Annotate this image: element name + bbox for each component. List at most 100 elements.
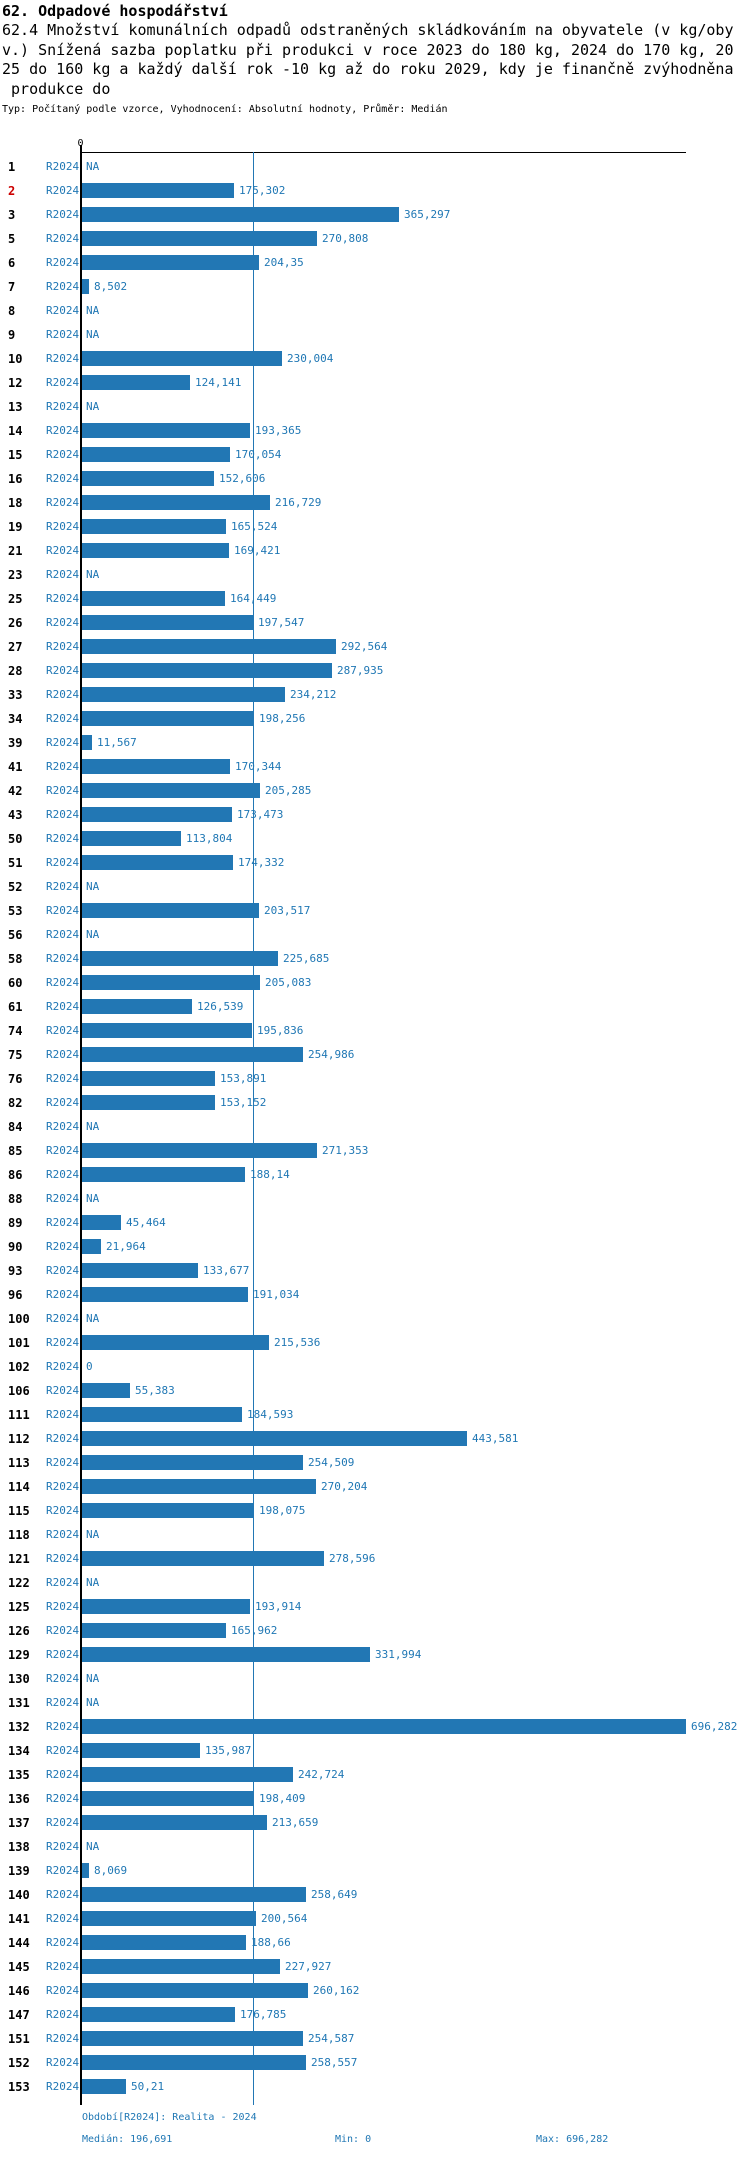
row-number: 134: [8, 1744, 30, 1758]
chart-row: 26 R2024 197,547: [0, 611, 750, 635]
bar-value-label: 174,332: [238, 856, 285, 869]
bar: [82, 1335, 269, 1350]
row-series-label: R2024: [46, 184, 80, 197]
chart-row: 118 R2024 NA: [0, 1523, 750, 1547]
row-number: 10: [8, 352, 23, 366]
bar: [82, 1791, 254, 1806]
bar-value-label: 133,677: [203, 1264, 250, 1277]
row-series-label: R2024: [46, 1288, 80, 1301]
row-number: 118: [8, 1528, 30, 1542]
row-number: 60: [8, 976, 23, 990]
row-series-label: R2024: [46, 1552, 80, 1565]
chart-row: 12 R2024 124,141: [0, 371, 750, 395]
row-number: 33: [8, 688, 23, 702]
bar: [82, 1071, 215, 1086]
row-number: 39: [8, 736, 23, 750]
bar-value-label: 188,14: [250, 1168, 290, 1181]
row-series-label: R2024: [46, 1024, 80, 1037]
row-number: 100: [8, 1312, 30, 1326]
row-number: 140: [8, 1888, 30, 1902]
row-number: 114: [8, 1480, 30, 1494]
chart-row: 10 R2024 230,004: [0, 347, 750, 371]
row-series-label: R2024: [46, 568, 80, 581]
chart-row: 114 R2024 270,204: [0, 1475, 750, 1499]
row-number: 152: [8, 2056, 30, 2070]
bar-value-label: 153,891: [220, 1072, 267, 1085]
bar-value-label: 200,564: [261, 1912, 308, 1925]
bar-value-label: 124,141: [195, 376, 242, 389]
row-series-label: R2024: [46, 1192, 80, 1205]
bar-value-label: 165,962: [231, 1624, 278, 1637]
bar: [82, 2031, 303, 2046]
chart-row: 102 R2024 0: [0, 1355, 750, 1379]
chart-row: 93 R2024 133,677: [0, 1259, 750, 1283]
bar: [82, 1383, 130, 1398]
bar: [82, 2079, 126, 2094]
row-series-label: R2024: [46, 1120, 80, 1133]
bar-value-label: 193,365: [255, 424, 302, 437]
chart-row: 136 R2024 198,409: [0, 1787, 750, 1811]
bar-chart: 0 1 R2024 NA 2 R2024 175,302 3 R2024 365,297 5 R20…: [0, 138, 750, 2109]
bar: [82, 1935, 246, 1950]
bar-value-label: 193,914: [255, 1600, 302, 1613]
chart-row: 85 R2024 271,353: [0, 1139, 750, 1163]
row-number: 122: [8, 1576, 30, 1590]
bar-value-label: 234,212: [290, 688, 337, 701]
chart-row: 101 R2024 215,536: [0, 1331, 750, 1355]
row-series-label: R2024: [46, 880, 80, 893]
chart-row: 96 R2024 191,034: [0, 1283, 750, 1307]
bar-value-label: 258,557: [311, 2056, 358, 2069]
chart-row: 1 R2024 NA: [0, 155, 750, 179]
bar-value-label: NA: [86, 1120, 100, 1133]
bar-value-label: 175,302: [239, 184, 286, 197]
bar-value-label: 191,034: [253, 1288, 300, 1301]
median-stat: Medián: 196,691: [82, 2134, 173, 2145]
bar-value-label: 204,35: [264, 256, 304, 269]
chart-row: 15 R2024 170,054: [0, 443, 750, 467]
bar-value-label: NA: [86, 928, 100, 941]
bar-value-label: NA: [86, 1840, 100, 1853]
bar: [82, 711, 254, 726]
bar: [82, 1503, 254, 1518]
bar-value-label: 135,987: [205, 1744, 252, 1757]
row-series-label: R2024: [46, 592, 80, 605]
description-line: 25 do 160 kg a každý další rok -10 kg až…: [2, 60, 734, 78]
bar: [82, 1599, 250, 1614]
bar-value-label: 213,659: [272, 1816, 319, 1829]
bar-value-label: 126,539: [197, 1000, 244, 1013]
bar: [82, 2007, 235, 2022]
row-number: 6: [8, 256, 16, 270]
row-number: 85: [8, 1144, 23, 1158]
row-number: 135: [8, 1768, 30, 1782]
row-number: 2: [8, 184, 16, 198]
row-series-label: R2024: [46, 160, 80, 173]
bar-value-label: 365,297: [404, 208, 451, 221]
row-series-label: R2024: [46, 1864, 80, 1877]
row-number: 141: [8, 1912, 30, 1926]
chart-row: 84 R2024 NA: [0, 1115, 750, 1139]
row-series-label: R2024: [46, 1840, 80, 1853]
chart-row: 16 R2024 152,606: [0, 467, 750, 491]
row-number: 132: [8, 1720, 30, 1734]
chart-row: 28 R2024 287,935: [0, 659, 750, 683]
row-series-label: R2024: [46, 1984, 80, 1997]
row-series-label: R2024: [46, 1960, 80, 1973]
bar-value-label: 8,069: [94, 1864, 128, 1877]
chart-row: 76 R2024 153,891: [0, 1067, 750, 1091]
row-number: 51: [8, 856, 23, 870]
bar: [82, 423, 250, 438]
chart-row: 130 R2024 NA: [0, 1667, 750, 1691]
row-series-label: R2024: [46, 2080, 80, 2093]
row-number: 50: [8, 832, 23, 846]
row-series-label: R2024: [46, 232, 80, 245]
row-number: 34: [8, 712, 23, 726]
bar: [82, 591, 225, 606]
bar: [82, 1719, 686, 1734]
chart-row: 115 R2024 198,075: [0, 1499, 750, 1523]
row-number: 25: [8, 592, 23, 606]
chart-row: 58 R2024 225,685: [0, 947, 750, 971]
bar: [82, 1239, 101, 1254]
chart-row: 137 R2024 213,659: [0, 1811, 750, 1835]
row-series-label: R2024: [46, 1480, 80, 1493]
row-series-label: R2024: [46, 1744, 80, 1757]
